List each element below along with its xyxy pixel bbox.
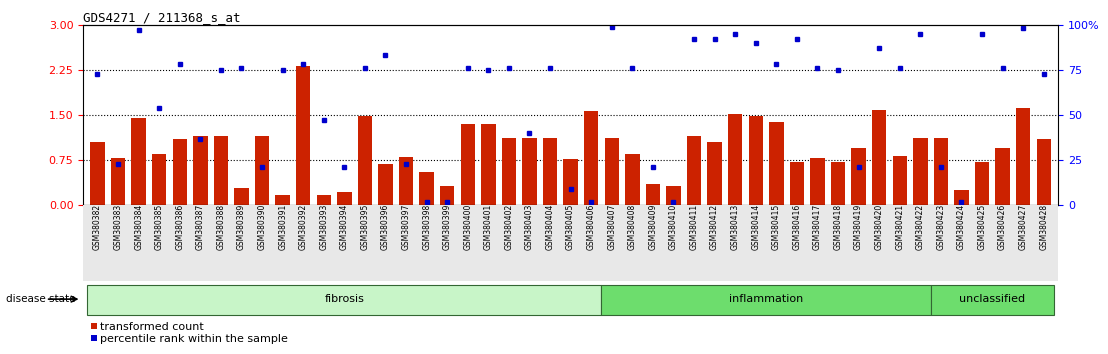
Text: transformed count: transformed count <box>100 322 204 332</box>
Bar <box>111 158 125 205</box>
Bar <box>872 110 886 205</box>
Bar <box>790 162 804 205</box>
Bar <box>954 190 968 205</box>
Bar <box>90 142 104 205</box>
Bar <box>564 159 577 205</box>
Bar <box>707 142 721 205</box>
Bar <box>584 111 598 205</box>
Bar <box>522 138 536 205</box>
Bar <box>481 124 495 205</box>
Bar <box>913 138 927 205</box>
Bar <box>152 154 166 205</box>
Bar <box>193 136 207 205</box>
Bar <box>646 184 660 205</box>
Bar <box>605 138 619 205</box>
Bar <box>420 172 434 205</box>
Bar <box>214 136 228 205</box>
Bar <box>893 156 907 205</box>
Bar <box>378 164 392 205</box>
Bar <box>625 154 639 205</box>
Bar <box>543 138 557 205</box>
Bar <box>975 162 989 205</box>
Bar <box>931 285 1054 315</box>
Text: fibrosis: fibrosis <box>325 294 365 304</box>
Bar <box>728 114 742 205</box>
Bar <box>934 138 948 205</box>
Bar <box>399 157 413 205</box>
Bar <box>995 148 1009 205</box>
Bar <box>255 136 269 205</box>
Text: unclassified: unclassified <box>960 294 1025 304</box>
Bar <box>831 162 845 205</box>
Bar <box>810 158 824 205</box>
Text: GDS4271 / 211368_s_at: GDS4271 / 211368_s_at <box>83 11 240 24</box>
Bar <box>173 139 187 205</box>
Bar <box>502 138 516 205</box>
Bar <box>276 195 290 205</box>
Bar <box>132 118 146 205</box>
Text: disease state: disease state <box>6 294 75 304</box>
Bar <box>234 188 248 205</box>
Bar <box>851 148 865 205</box>
Bar <box>440 186 454 205</box>
Bar <box>749 116 763 205</box>
Bar <box>1016 108 1030 205</box>
Bar <box>769 122 783 205</box>
Bar <box>88 285 602 315</box>
Text: inflammation: inflammation <box>729 294 803 304</box>
Bar <box>317 195 331 205</box>
Text: percentile rank within the sample: percentile rank within the sample <box>100 334 288 344</box>
Bar <box>296 66 310 205</box>
Bar <box>337 192 351 205</box>
Bar <box>461 124 475 205</box>
Bar <box>602 285 931 315</box>
Bar <box>687 136 701 205</box>
Bar <box>666 186 680 205</box>
Bar <box>358 116 372 205</box>
Bar <box>1037 139 1051 205</box>
